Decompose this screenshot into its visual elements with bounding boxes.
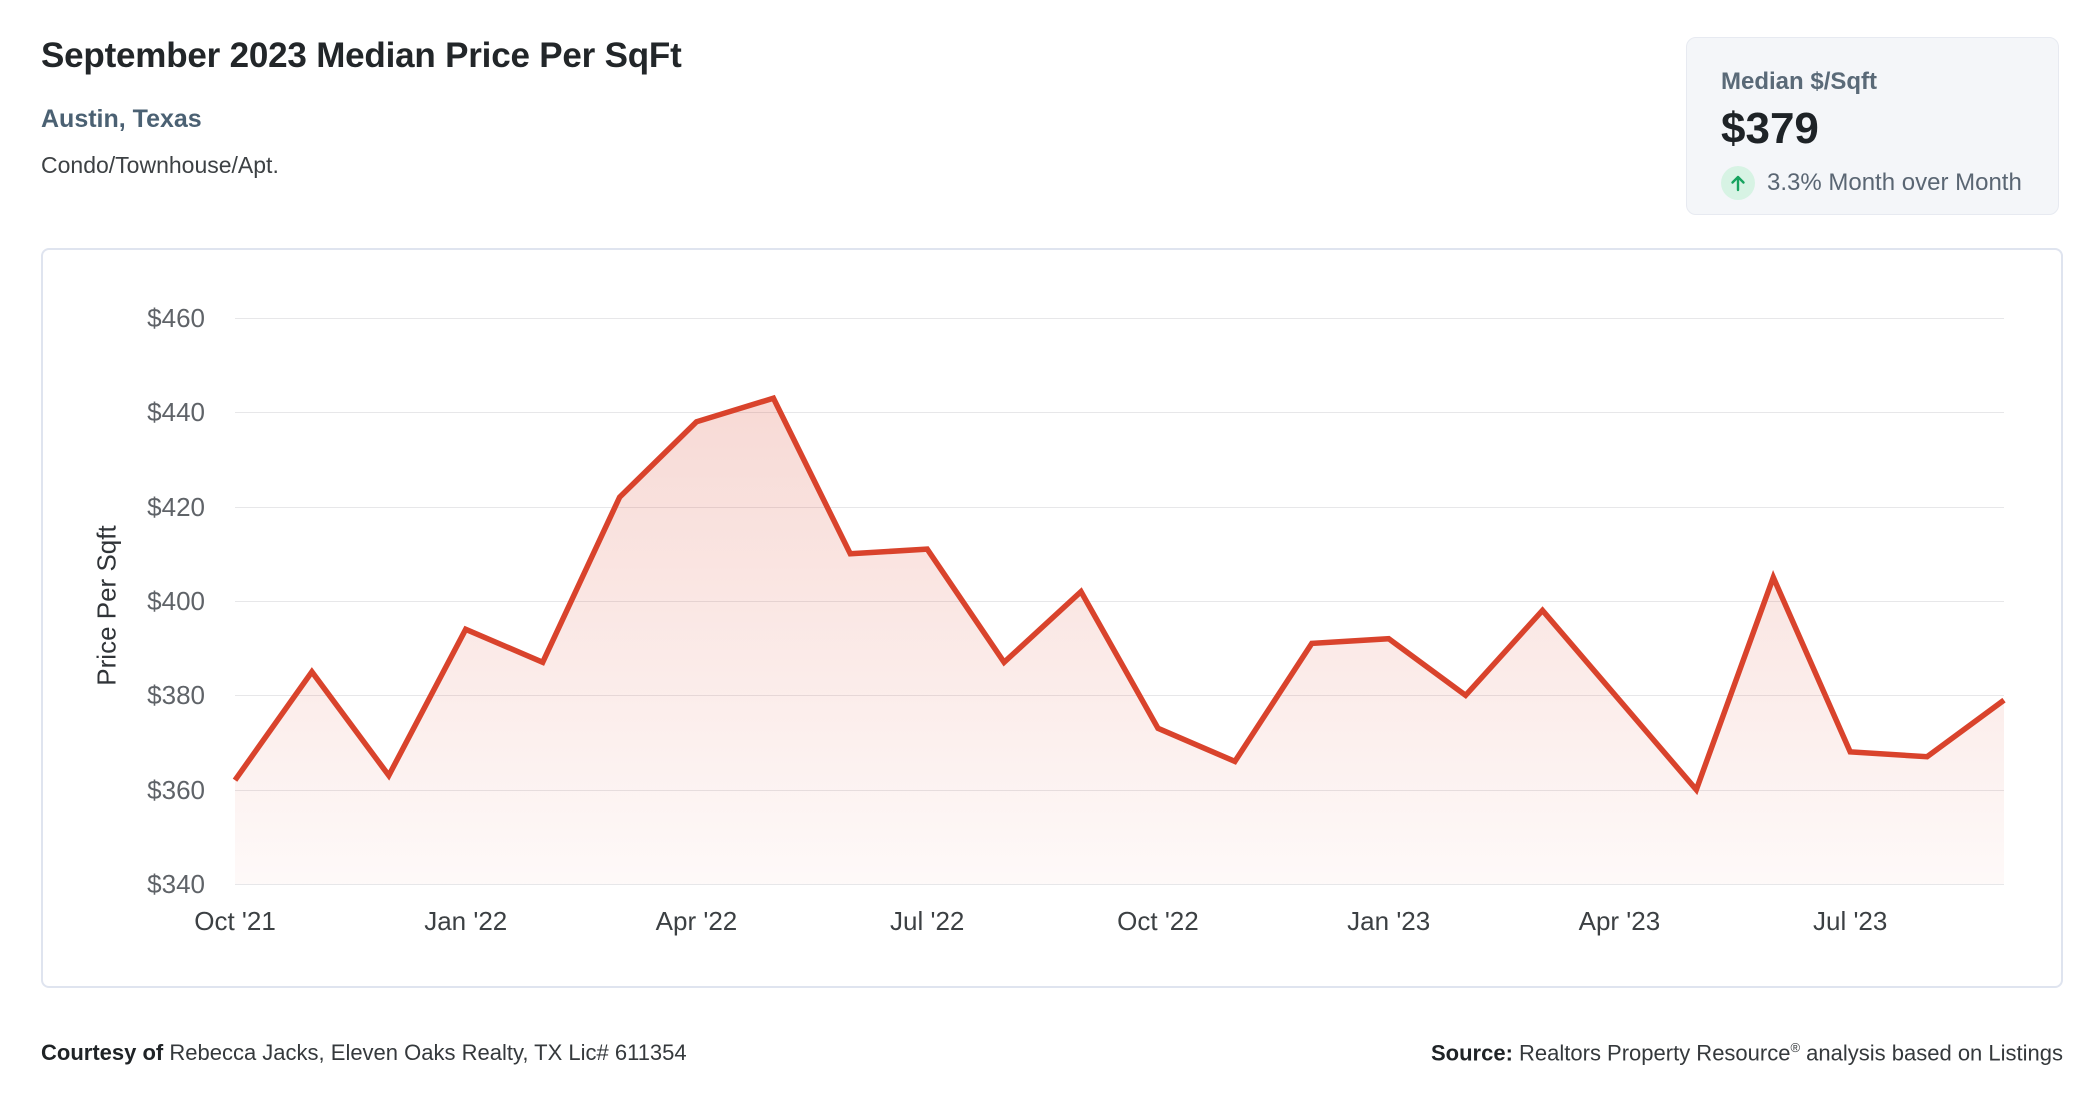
stat-delta: 3.3% Month over Month (1721, 166, 2024, 200)
location-subtitle: Austin, Texas (41, 105, 202, 133)
gridline (235, 601, 2004, 602)
page-title: September 2023 Median Price Per SqFt (41, 36, 682, 75)
courtesy-label: Courtesy of (41, 1040, 164, 1065)
courtesy-note: Courtesy of Rebecca Jacks, Eleven Oaks R… (41, 1040, 687, 1066)
gridline (235, 318, 2004, 319)
x-tick-label: Jan '23 (1347, 906, 1431, 936)
y-tick-label: $420 (147, 491, 205, 522)
y-tick-label: $340 (147, 869, 205, 899)
gridline (235, 884, 2004, 885)
x-tick-label: Oct '22 (1117, 906, 1199, 936)
source-note: Source: Realtors Property Resource® anal… (1431, 1040, 2063, 1066)
y-tick-label: $400 (147, 586, 205, 616)
stat-label: Median $/Sqft (1721, 68, 1878, 95)
median-stat-card: Median $/Sqft $379 3.3% Month over Month (1686, 37, 2059, 215)
source-label: Source: (1430, 1040, 1513, 1066)
x-tick-label: Jul '23 (1813, 906, 1888, 936)
price-area-fill (235, 398, 2004, 884)
stat-value: $379 (1721, 104, 1819, 153)
price-line-chart (232, 394, 2006, 884)
x-tick-label: Apr '23 (1578, 906, 1661, 936)
courtesy-text: Rebecca Jacks, Eleven Oaks Realty, TX Li… (163, 1040, 687, 1065)
property-type: Condo/Townhouse/Apt. (41, 152, 279, 178)
x-tick-label: Oct '21 (194, 906, 276, 936)
gridline (235, 506, 2004, 508)
x-tick-label: Jul '22 (890, 906, 965, 936)
y-tick-label: $360 (147, 774, 205, 805)
y-tick-label: $380 (147, 680, 205, 711)
y-tick-label: $440 (147, 397, 205, 428)
source-tail: analysis based on Listings (1800, 1040, 2063, 1066)
arrow-up-icon (1721, 166, 1755, 200)
registered-mark: ® (1790, 1040, 1801, 1055)
price-chart-card: Price Per Sqft $460 $440 $420 $400 $380 $360 $… (41, 248, 2063, 988)
plot-area: $460 $440 $420 $400 $380 $360 $340 Oct '21 Jan '… (147, 303, 2006, 936)
x-tick-label: Apr '22 (655, 906, 738, 936)
price-line (232, 394, 2006, 796)
gridline (235, 412, 2004, 414)
y-tick-label: $460 (147, 303, 205, 333)
x-tick-label: Jan '22 (424, 906, 508, 936)
stat-delta-text: 3.3% Month over Month (1767, 169, 2022, 196)
source-text: Realtors Property Resource (1512, 1040, 1791, 1066)
